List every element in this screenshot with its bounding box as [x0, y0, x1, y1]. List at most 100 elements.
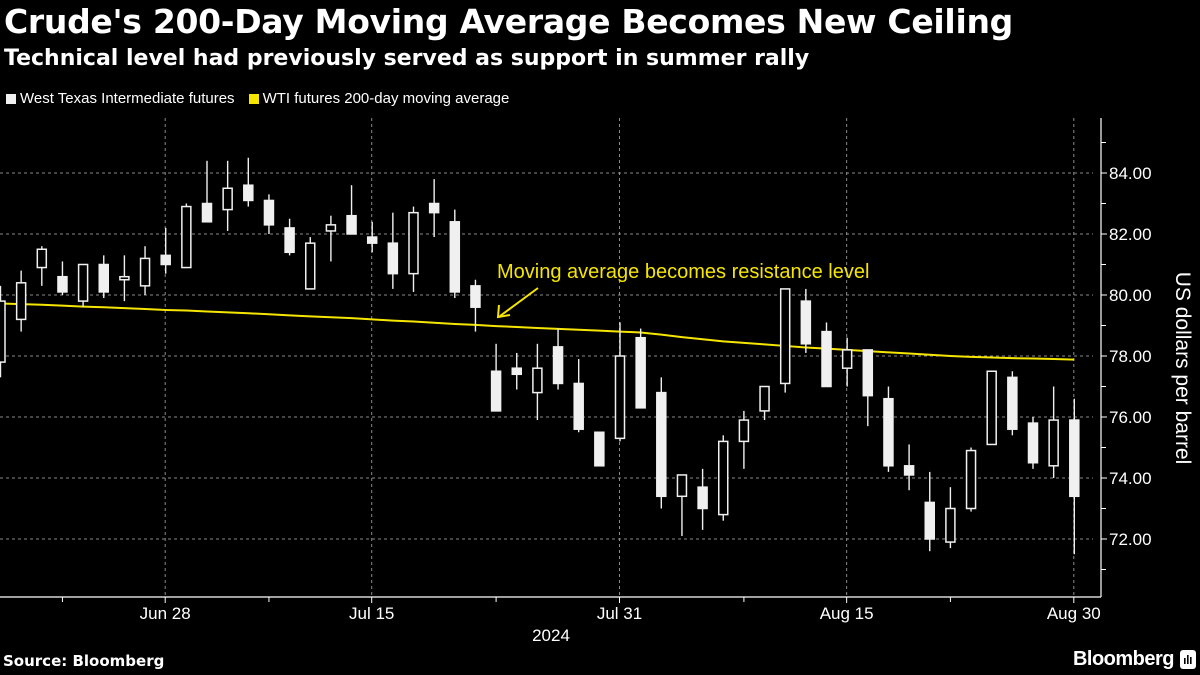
- candle: [222, 160, 233, 231]
- candle-body-down: [656, 391, 667, 498]
- candle-body-down: [552, 346, 564, 385]
- candle-body-down: [635, 336, 646, 409]
- candle-body-up: [305, 242, 316, 290]
- candle: [77, 263, 89, 308]
- candle-body-down: [511, 367, 522, 376]
- candle: [0, 285, 6, 378]
- candle-body-down: [1007, 376, 1018, 430]
- candle-body-down: [1069, 419, 1080, 498]
- annotation-text: Moving average becomes resistance level: [497, 261, 869, 283]
- candle-body-up: [119, 275, 130, 281]
- candle-body-down: [490, 370, 502, 412]
- candle-body-up: [759, 385, 770, 412]
- legend-label-wti: West Texas Intermediate futures: [20, 90, 235, 107]
- source-note: Source: Bloomberg: [3, 652, 165, 670]
- candle-body-down: [594, 431, 605, 467]
- candle-body-up: [841, 349, 853, 369]
- y-tick-label: 78.00: [1109, 347, 1152, 366]
- candle: [532, 343, 543, 421]
- candle: [511, 352, 522, 390]
- candle-body-up: [0, 300, 6, 363]
- candle-body-down: [57, 275, 68, 293]
- candle: [759, 385, 770, 421]
- legend-item-wti: West Texas Intermediate futures: [6, 90, 235, 107]
- candle-body-down: [800, 300, 812, 345]
- candle: [862, 349, 874, 427]
- y-tick-label: 72.00: [1109, 530, 1152, 549]
- candle-body-up: [139, 257, 151, 287]
- axes: 72.00 74.00 76.00 78.00 80.00 82.00 84.00 Jun 2…: [0, 118, 1194, 645]
- candle-body-up: [945, 507, 956, 543]
- candle: [366, 221, 378, 253]
- candle: [1048, 386, 1059, 478]
- legend-swatch-wti: [6, 93, 16, 104]
- legend-swatch-ma: [248, 93, 259, 104]
- candle-body-down: [883, 397, 894, 467]
- moving-average-series: [0, 302, 1075, 361]
- candle-body-up: [77, 263, 89, 302]
- candle-body-down: [449, 221, 461, 293]
- chart-subtitle: Technical level had previously served as…: [4, 46, 810, 71]
- candle: [408, 206, 419, 292]
- x-year-label: 2024: [532, 626, 570, 645]
- candle: [656, 377, 667, 509]
- candle: [965, 447, 977, 512]
- x-tick-label: Aug 30: [1047, 604, 1101, 623]
- candle-body-up: [15, 282, 27, 321]
- candle: [181, 203, 192, 269]
- candle-body-up: [986, 370, 997, 446]
- candle: [821, 322, 832, 388]
- candle-body-down: [98, 263, 109, 293]
- candle: [738, 410, 750, 469]
- candle-body-down: [284, 227, 295, 254]
- candle-body-down: [263, 199, 275, 226]
- candle-body-up: [718, 440, 729, 516]
- legend-label-ma: WTI futures 200-day moving average: [262, 90, 510, 107]
- y-axis-title: US dollars per barrel: [1171, 272, 1194, 465]
- candle-body-down: [243, 184, 254, 202]
- candle-body-down: [201, 202, 213, 223]
- candle: [1069, 398, 1080, 555]
- candle: [573, 359, 584, 433]
- candle-body-up: [1048, 419, 1059, 467]
- candle-body-down: [366, 236, 378, 244]
- candle: [284, 218, 295, 256]
- y-tick-label: 82.00: [1109, 225, 1152, 244]
- x-tick-label: Jul 31: [597, 604, 642, 623]
- bloomberg-terminal-icon: [1180, 650, 1196, 669]
- x-tick-label: Jul 15: [349, 604, 394, 623]
- candle-body-down: [428, 202, 440, 214]
- candle: [635, 328, 646, 409]
- brand-name: Bloomberg: [1072, 648, 1175, 670]
- candle: [594, 431, 605, 467]
- candle-body-up: [408, 211, 419, 275]
- candle-body-down: [821, 330, 832, 388]
- candle-body-up: [222, 187, 233, 211]
- brand-logo: Bloomberg: [1073, 648, 1196, 671]
- candle: [139, 246, 151, 295]
- candle: [325, 215, 337, 262]
- candle: [841, 337, 853, 387]
- candle-body-down: [470, 285, 481, 308]
- candle-body-up: [676, 474, 688, 498]
- annotation: Moving average becomes resistance level: [496, 261, 869, 319]
- candle: [490, 343, 502, 412]
- annotation-arrowhead: [496, 304, 511, 319]
- candle-body-down: [160, 254, 171, 266]
- candle: [263, 194, 275, 234]
- candle: [160, 227, 171, 274]
- candle: [36, 246, 48, 286]
- candle: [552, 328, 564, 390]
- candle: [718, 435, 729, 521]
- candle: [449, 209, 461, 299]
- candle: [800, 288, 812, 353]
- candle-body-up: [965, 449, 977, 510]
- legend-item-ma: WTI futures 200-day moving average: [248, 90, 510, 107]
- candle-body-down: [697, 486, 708, 510]
- candle-body-down: [573, 382, 584, 430]
- y-tick-label: 76.00: [1109, 408, 1152, 427]
- candle: [98, 255, 109, 299]
- candle: [119, 255, 130, 302]
- candle: [697, 468, 708, 530]
